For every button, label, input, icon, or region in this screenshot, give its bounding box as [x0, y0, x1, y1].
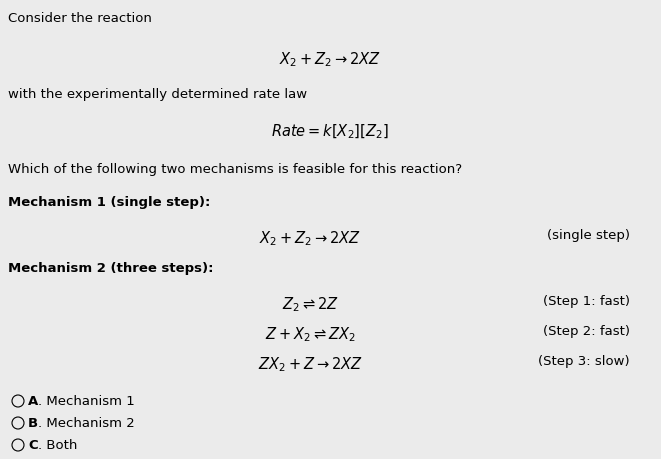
Text: (Step 3: slow): (Step 3: slow)	[538, 354, 630, 367]
Text: . Mechanism 2: . Mechanism 2	[38, 417, 135, 430]
Text: Which of the following two mechanisms is feasible for this reaction?: Which of the following two mechanisms is…	[8, 162, 462, 176]
Text: C: C	[28, 438, 38, 452]
Text: $X_2 + Z_2 \rightarrow 2XZ$: $X_2 + Z_2 \rightarrow 2XZ$	[259, 229, 361, 247]
Text: B: B	[28, 417, 38, 430]
Text: A: A	[28, 395, 38, 408]
Text: (Step 2: fast): (Step 2: fast)	[543, 325, 630, 337]
Text: $Rate = k[X_2][Z_2]$: $Rate = k[X_2][Z_2]$	[271, 123, 389, 141]
Text: . Mechanism 1: . Mechanism 1	[38, 395, 135, 408]
Text: (single step): (single step)	[547, 229, 630, 241]
Text: $Z_2 \rightleftharpoons 2Z$: $Z_2 \rightleftharpoons 2Z$	[282, 294, 338, 313]
Text: Mechanism 1 (single step):: Mechanism 1 (single step):	[8, 196, 210, 208]
Text: $Z + X_2 \rightleftharpoons ZX_2$: $Z + X_2 \rightleftharpoons ZX_2$	[264, 325, 356, 343]
Text: $X_2 + Z_2 \rightarrow 2XZ$: $X_2 + Z_2 \rightarrow 2XZ$	[279, 50, 381, 68]
Text: with the experimentally determined rate law: with the experimentally determined rate …	[8, 88, 307, 101]
Text: . Both: . Both	[38, 438, 77, 452]
Text: Mechanism 2 (three steps):: Mechanism 2 (three steps):	[8, 262, 214, 274]
Text: Consider the reaction: Consider the reaction	[8, 12, 152, 25]
Text: $ZX_2 + Z \rightarrow 2XZ$: $ZX_2 + Z \rightarrow 2XZ$	[258, 354, 362, 373]
Text: (Step 1: fast): (Step 1: fast)	[543, 294, 630, 308]
